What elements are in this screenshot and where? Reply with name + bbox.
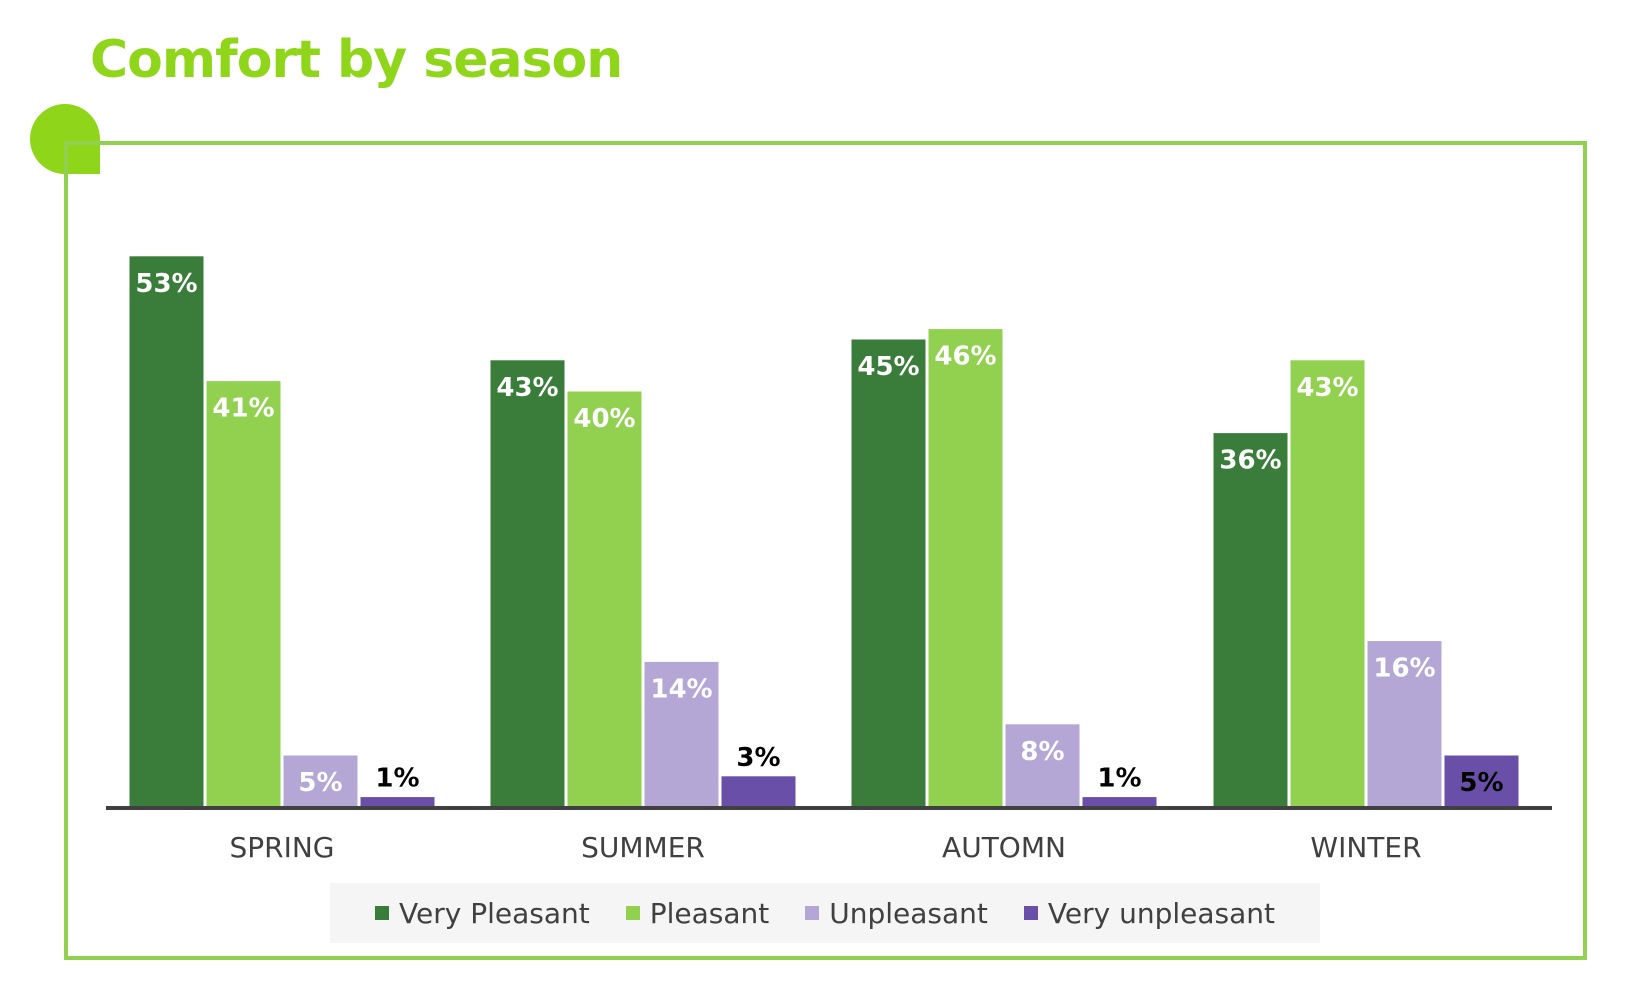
- page-title: Comfort by season: [90, 30, 623, 90]
- legend-item: Very unpleasant: [1023, 896, 1275, 930]
- data-label: 46%: [934, 342, 996, 372]
- data-label: 14%: [650, 674, 712, 704]
- data-label: 1%: [375, 764, 419, 794]
- bar-very-unpleasant-spring: [359, 796, 436, 808]
- legend-item: Very Pleasant: [375, 897, 590, 930]
- data-label: 40%: [573, 404, 635, 434]
- bar-very-pleasant-winter: [1212, 432, 1289, 808]
- bar-very-pleasant-summer: [489, 359, 566, 808]
- bar-unpleasant-summer: [643, 660, 720, 808]
- legend-swatch: [625, 906, 640, 920]
- legend-swatch: [375, 906, 389, 920]
- data-label: 3%: [736, 743, 780, 773]
- bar-pleasant-spring: [205, 380, 282, 808]
- bar-very-pleasant-automn: [850, 338, 927, 808]
- bar-very-unpleasant-summer: [720, 775, 797, 808]
- legend-label: Pleasant: [649, 896, 770, 930]
- data-label: 41%: [212, 394, 274, 424]
- legend-label: Unpleasant: [829, 896, 988, 930]
- bar-pleasant-summer: [566, 390, 643, 808]
- bar-very-unpleasant-automn: [1081, 796, 1158, 808]
- legend-swatch: [1023, 906, 1038, 920]
- bar-pleasant-automn: [927, 328, 1004, 808]
- legend-swatch: [805, 906, 820, 920]
- data-label: 45%: [857, 352, 919, 382]
- data-label: 53%: [135, 269, 197, 299]
- data-label: 5%: [298, 768, 342, 798]
- data-label: 43%: [1296, 373, 1358, 403]
- legend-item: Pleasant: [625, 896, 770, 930]
- data-label: 16%: [1373, 654, 1435, 684]
- bar-very-pleasant-spring: [128, 255, 205, 808]
- category-label: SPRING: [229, 831, 334, 864]
- chart-frame: [64, 141, 1587, 960]
- legend-label: Very Pleasant: [399, 896, 590, 930]
- data-label: 36%: [1219, 446, 1281, 476]
- chart-legend: Very Pleasant Pleasant Unpleasant Very unpl…: [330, 883, 1320, 943]
- data-label: 43%: [496, 373, 558, 403]
- bar-pleasant-winter: [1289, 359, 1366, 808]
- category-label: AUTOMN: [942, 831, 1066, 864]
- data-label: 1%: [1097, 764, 1141, 794]
- category-label: SUMMER: [581, 831, 705, 864]
- category-label: WINTER: [1310, 831, 1421, 864]
- bar-unpleasant-spring: [282, 754, 359, 808]
- legend-item: Unpleasant: [805, 897, 988, 930]
- legend-label: Very unpleasant: [1047, 896, 1275, 930]
- data-label: 8%: [1020, 737, 1064, 767]
- data-label: 5%: [1459, 768, 1503, 798]
